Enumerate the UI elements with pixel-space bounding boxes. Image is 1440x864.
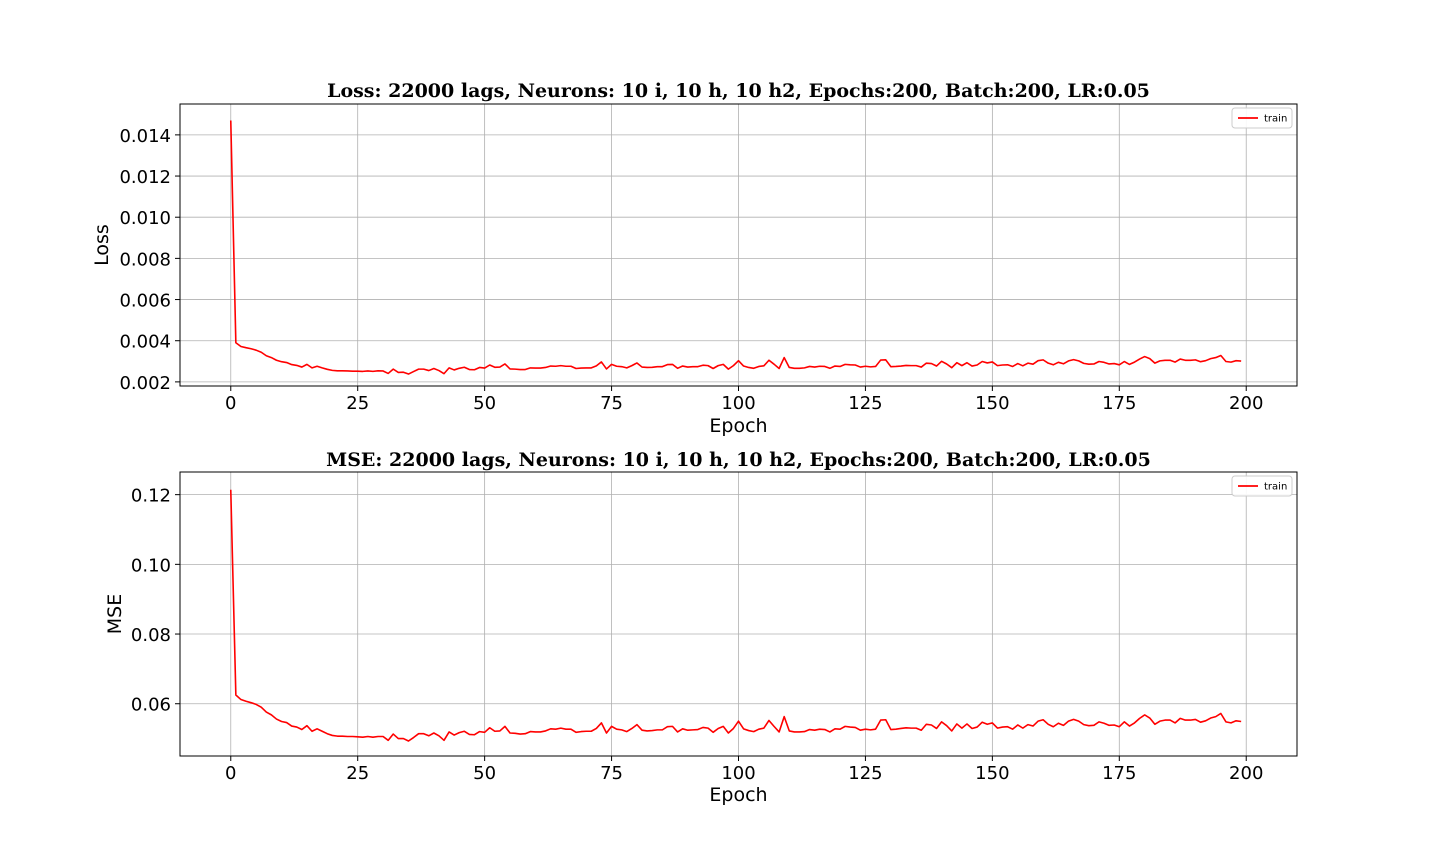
chart-panel-1: 0 25 50 75 100 125 150 175 200 0.06 0.08 0.10 0.12 MS… [104, 449, 1298, 806]
y-tick-label: 0.008 [119, 249, 171, 270]
y-tick-label: 0.06 [131, 695, 171, 716]
x-tick-label: 100 [721, 763, 755, 784]
y-tick-label: 0.014 [119, 126, 171, 147]
y-axis-label: MSE [104, 594, 126, 634]
legend-label: train [1264, 482, 1287, 493]
x-tick-label: 175 [1102, 393, 1136, 414]
x-axis-label: Epoch [709, 415, 767, 437]
y-tick-label: 0.012 [119, 167, 171, 188]
y-tick-label: 0.004 [119, 332, 171, 353]
chart-title: Loss: 22000 lags, Neurons: 10 i, 10 h, 1… [327, 80, 1150, 102]
x-tick-label: 175 [1102, 763, 1136, 784]
y-tick-label: 0.08 [131, 625, 171, 646]
y-tick-label: 0.12 [131, 486, 171, 507]
legend-label: train [1264, 114, 1287, 125]
x-tick-label: 150 [975, 763, 1009, 784]
series-line-train [229, 120, 1242, 375]
legend-box [1231, 107, 1293, 129]
x-tick-label: 50 [473, 393, 496, 414]
series-line-train [229, 489, 1242, 742]
x-axis-label: Epoch [709, 784, 767, 806]
x-tick-label: 200 [1229, 763, 1263, 784]
x-tick-label: 75 [600, 393, 623, 414]
legend: train [1231, 475, 1293, 497]
x-tick-label: 100 [721, 393, 755, 414]
y-tick-label: 0.10 [131, 555, 171, 576]
chart-panel-0: 0 25 50 75 100 125 150 175 200 0.002 0.004 0.006 0.0… [91, 80, 1298, 437]
y-tick-label: 0.006 [119, 291, 171, 312]
x-tick-label: 125 [848, 393, 882, 414]
legend-box [1231, 475, 1293, 497]
x-tick-label: 200 [1229, 393, 1263, 414]
x-tick-label: 75 [600, 763, 623, 784]
y-tick-label: 0.010 [119, 208, 171, 229]
y-axis-label: Loss [91, 224, 113, 266]
x-tick-label: 150 [975, 393, 1009, 414]
x-tick-label: 25 [346, 393, 369, 414]
x-tick-label: 0 [225, 763, 236, 784]
chart-title: MSE: 22000 lags, Neurons: 10 i, 10 h, 10… [326, 449, 1151, 471]
x-tick-label: 125 [848, 763, 882, 784]
x-tick-label: 25 [346, 763, 369, 784]
legend: train [1231, 107, 1293, 129]
x-tick-label: 0 [225, 393, 236, 414]
y-tick-label: 0.002 [119, 373, 171, 394]
x-tick-label: 50 [473, 763, 496, 784]
